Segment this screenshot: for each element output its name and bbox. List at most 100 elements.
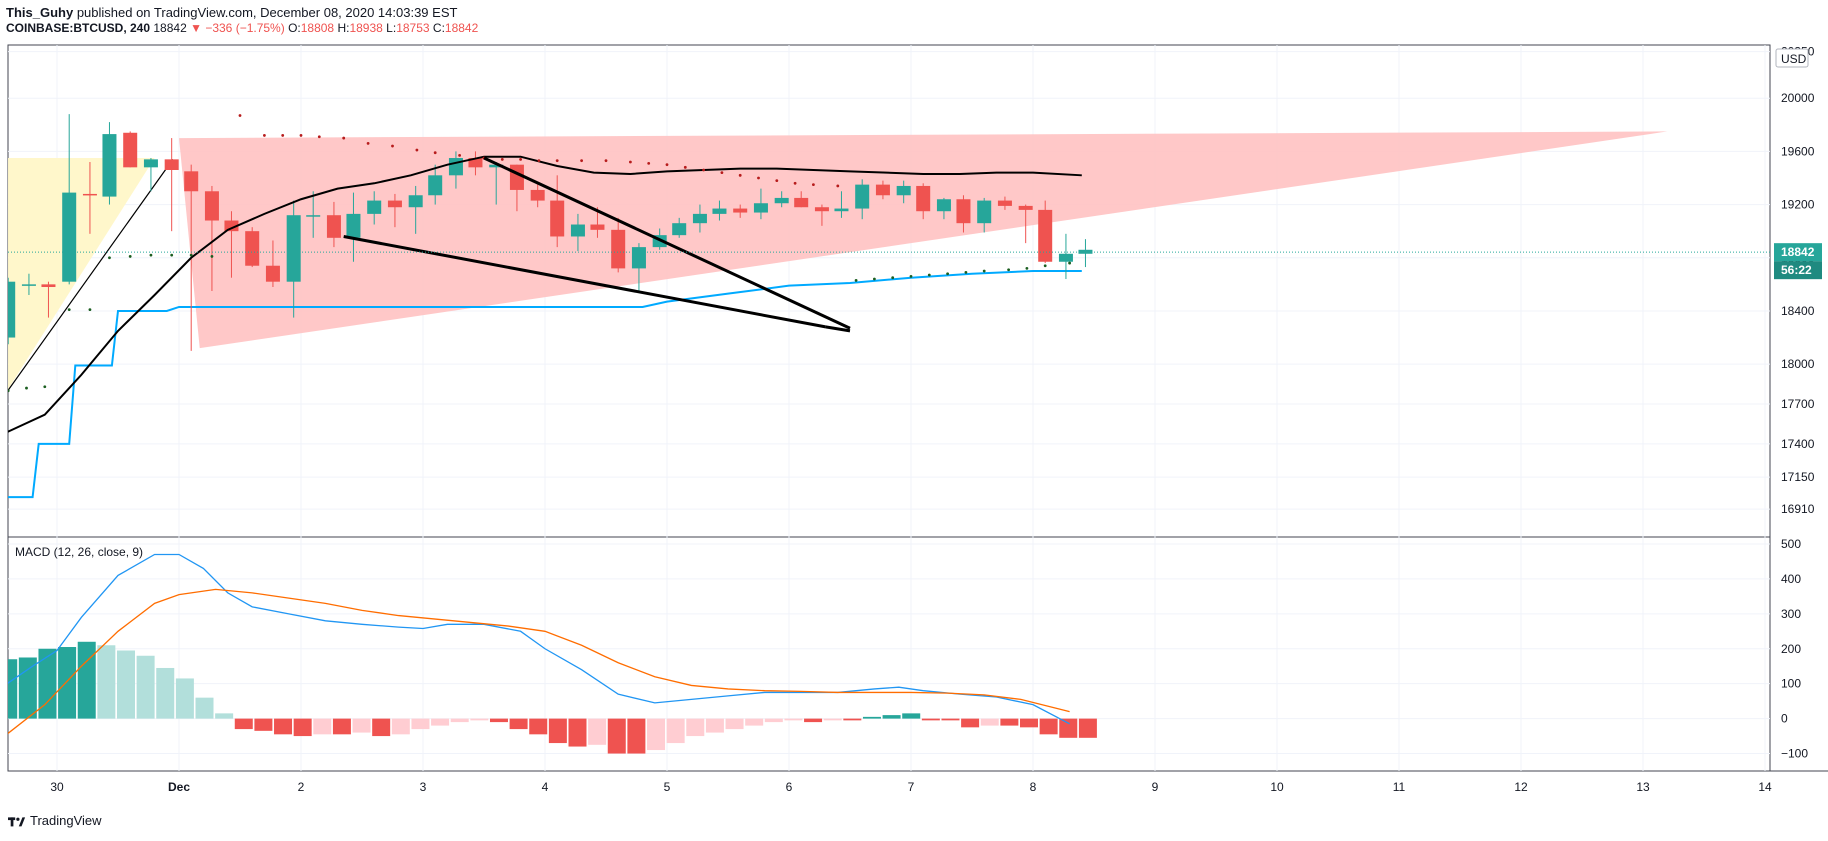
- time-tick-label: 30: [50, 780, 64, 794]
- macd-histogram-bar: [607, 718, 626, 754]
- psar-dot: [891, 276, 895, 280]
- psar-dot: [366, 142, 370, 145]
- price-tick-label: 17150: [1781, 470, 1815, 484]
- macd-histogram-bar: [38, 648, 57, 719]
- candle-body: [509, 164, 524, 190]
- psar-dot: [210, 255, 214, 258]
- macd-histogram-bar: [568, 718, 587, 747]
- price-tick-label: 19600: [1781, 144, 1815, 158]
- candle-body: [631, 247, 646, 269]
- close-value: 18842: [444, 21, 479, 35]
- price-tick-label: 17400: [1781, 437, 1815, 451]
- macd-histogram-bar: [588, 718, 607, 745]
- low-value: 18753: [396, 21, 430, 35]
- psar-dot: [1068, 261, 1071, 265]
- macd-histogram-bar: [745, 718, 764, 726]
- macd-histogram-bar: [431, 718, 450, 726]
- macd-histogram-bar: [97, 645, 116, 719]
- macd-histogram-bar: [215, 713, 234, 719]
- macd-histogram-bar: [823, 718, 842, 721]
- candle-body: [21, 284, 36, 286]
- psar-dot: [629, 160, 632, 164]
- footer-brand[interactable]: TradingView: [8, 813, 102, 828]
- macd-tick-label: −100: [1781, 747, 1808, 761]
- candle-body: [387, 200, 402, 208]
- macd-histogram-bar: [1059, 718, 1078, 738]
- price-tick-label: 16910: [1781, 502, 1815, 516]
- macd-histogram-bar: [156, 667, 175, 719]
- trendline: [483, 156, 851, 330]
- macd-histogram-bar: [18, 657, 37, 719]
- candle-body: [448, 158, 463, 176]
- candle-body: [753, 203, 768, 213]
- candle-body: [570, 224, 585, 237]
- candle-body: [428, 175, 443, 196]
- candle-body: [916, 185, 931, 212]
- macd-histogram-bar: [764, 718, 783, 723]
- high-label: H:: [337, 21, 350, 35]
- psar-dot: [342, 136, 346, 140]
- macd-histogram-bar: [666, 718, 685, 744]
- candle-body: [245, 231, 260, 266]
- psar-dot: [317, 135, 321, 139]
- candle-body: [41, 284, 56, 288]
- author-name[interactable]: This_Guhy: [6, 5, 74, 20]
- macd-histogram-bar: [961, 718, 980, 728]
- candle-body: [346, 213, 361, 238]
- macd-tick-label: 500: [1781, 537, 1801, 551]
- psar-dot: [720, 171, 724, 175]
- macd-histogram-bar: [980, 718, 999, 726]
- price-pane[interactable]: [1, 114, 1770, 499]
- macd-histogram-bar: [705, 718, 724, 733]
- candle-body: [164, 159, 179, 170]
- candle-body: [204, 191, 219, 221]
- candle-body: [550, 200, 565, 237]
- psar-dot: [555, 159, 559, 163]
- axes: MACD (12, 26, close, 9) 16910 17150 17400 17…: [15, 45, 1822, 794]
- symbol-label[interactable]: COINBASE:BTCUSD, 240: [6, 21, 151, 35]
- macd-tick-label: 0: [1781, 712, 1788, 726]
- psar-dot: [604, 159, 608, 163]
- candle-body: [855, 184, 870, 209]
- kijun-line: [8, 270, 1082, 499]
- psar-dot: [1025, 266, 1029, 270]
- psar-dot: [836, 184, 840, 188]
- macd-histogram-bar: [1000, 718, 1019, 726]
- psar-dot: [8, 389, 10, 393]
- psar-dot: [25, 386, 28, 390]
- price-tick-label: 17700: [1781, 397, 1815, 411]
- psar-dot: [775, 179, 779, 183]
- psar-dot: [263, 134, 266, 137]
- macd-pane[interactable]: [0, 553, 1097, 754]
- candle-body: [1018, 205, 1033, 210]
- candle-body: [408, 195, 423, 208]
- macd-histogram-bar: [116, 650, 135, 719]
- psar-dot: [391, 144, 394, 148]
- time-tick-label: 13: [1636, 780, 1650, 794]
- candle-body: [8, 281, 16, 338]
- macd-histogram-bar: [489, 718, 508, 723]
- macd-histogram-bar: [686, 718, 705, 737]
- candle-body: [672, 223, 687, 236]
- psar-dot: [88, 308, 92, 312]
- psar-dot: [873, 277, 876, 281]
- candle-body: [733, 208, 748, 213]
- macd-histogram-bar: [332, 718, 351, 735]
- candle-body: [774, 197, 789, 204]
- macd-histogram-bar: [1020, 718, 1039, 728]
- down-arrow-icon: ▼: [190, 21, 202, 35]
- psar-dot: [964, 270, 968, 274]
- time-tick-label: 5: [664, 780, 671, 794]
- last-price: 18842: [153, 21, 187, 35]
- macd-histogram-bar: [470, 718, 489, 721]
- macd-histogram-bar: [529, 718, 548, 735]
- psar-dot: [281, 134, 285, 137]
- candle-body: [265, 265, 280, 282]
- macd-histogram-bar: [58, 647, 77, 719]
- time-tick-label: 2: [298, 780, 305, 794]
- psar-dot: [149, 253, 153, 257]
- open-value: 18808: [300, 21, 335, 35]
- psar-dot: [738, 173, 742, 177]
- last-price-badge: [1774, 243, 1822, 262]
